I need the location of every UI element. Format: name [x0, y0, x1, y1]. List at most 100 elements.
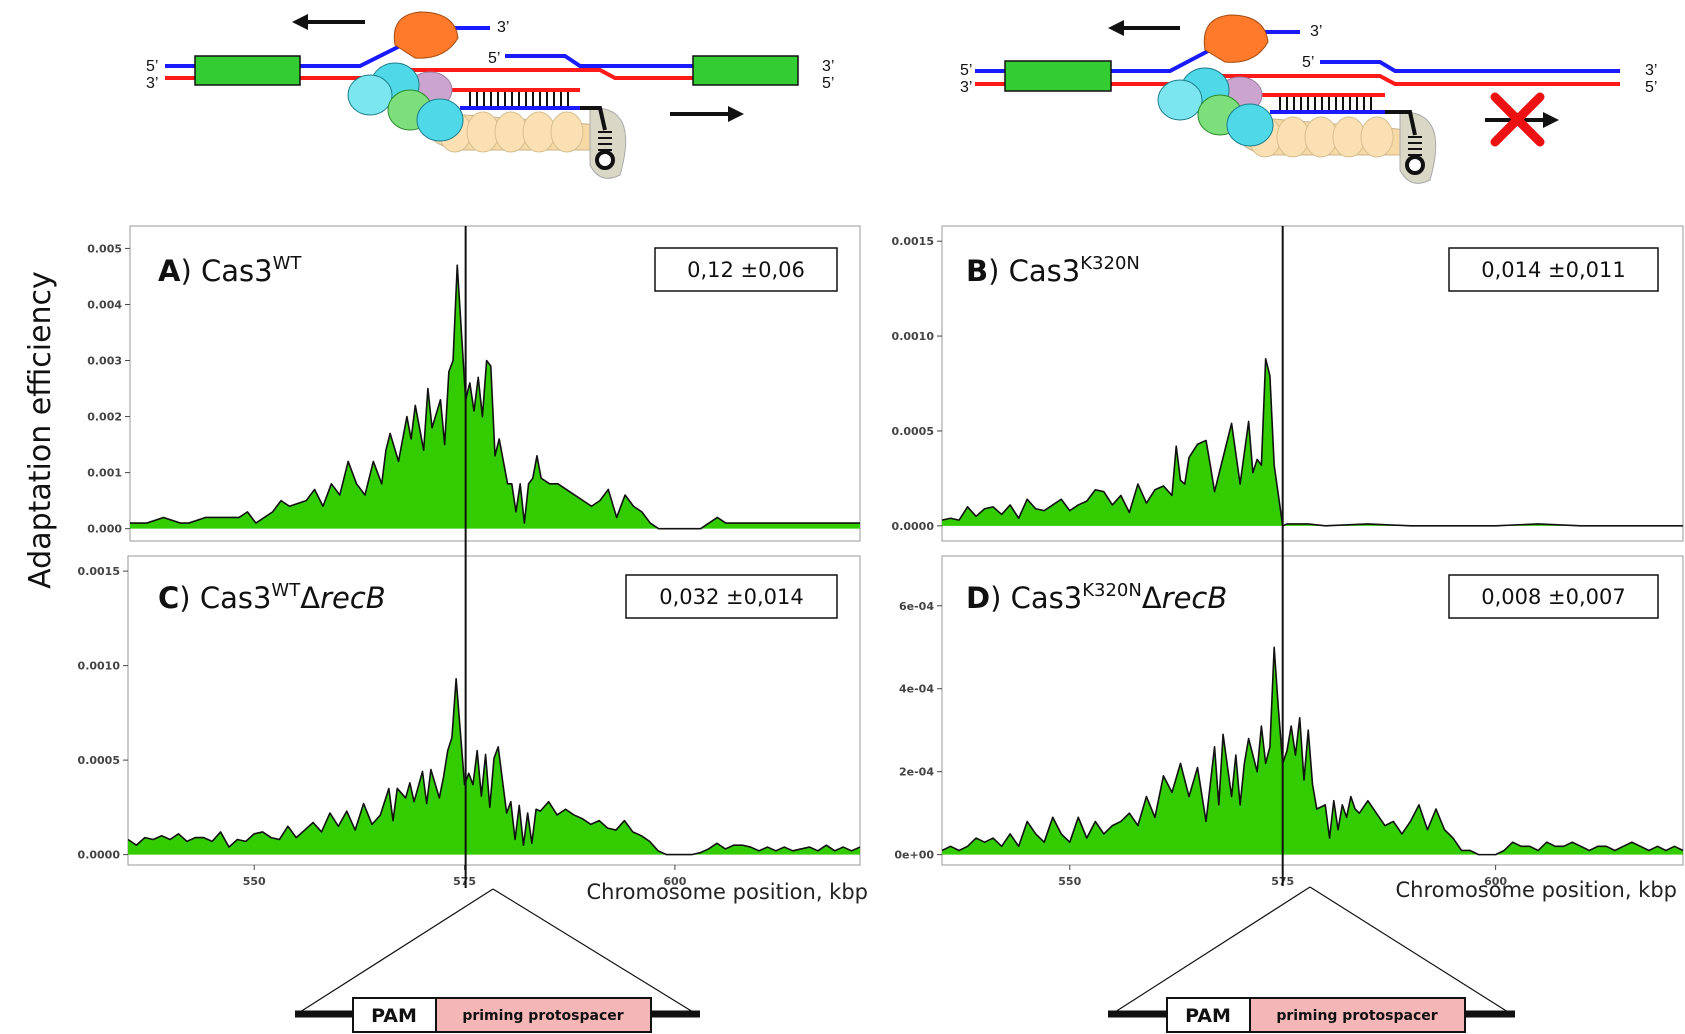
panel-letter: C — [158, 581, 179, 615]
stat-box — [625, 574, 838, 619]
cas3-nuclease — [1203, 14, 1269, 63]
area-fill — [942, 647, 1683, 855]
panel-C: 0.0000 0.0005 0.0010 0.0015 550 575 600 C) Cas3… — [78, 555, 861, 888]
panel-protein: ) Cas3 — [180, 254, 272, 288]
panel-superscript: K320N — [1080, 253, 1140, 274]
stat-box-text: 0,12 ±0,06 — [687, 258, 805, 282]
arrow-right-icon — [670, 106, 744, 122]
strand-label-bottom-left: 3’ — [960, 79, 972, 96]
crrna-hairpin — [1385, 110, 1417, 136]
arrow-left-icon — [292, 14, 365, 30]
top-strand-right — [1320, 60, 1620, 73]
x-tick-label: 600 — [1484, 875, 1507, 888]
y-tick-label: 0.005 — [87, 242, 122, 255]
crrna-hairpin — [580, 106, 607, 131]
cas3-nuclease — [393, 11, 459, 59]
r-loop-rungs — [1279, 97, 1372, 110]
stat-box — [1448, 574, 1659, 619]
panel-protein: ) Cas3 — [990, 581, 1082, 615]
stat-box — [1448, 247, 1659, 292]
strand-label-top-right: 3’ — [822, 58, 834, 75]
area-line — [941, 646, 1684, 856]
y-tick-label: 0.001 — [87, 467, 122, 480]
zoom-protospacer-right: PAM priming protospacer — [1108, 886, 1515, 1033]
strand-label-flap: 3’ — [497, 19, 509, 36]
panel-title: D) Cas3K320NΔrecB — [966, 580, 1227, 615]
y-tick-label: 6e-04 — [899, 600, 934, 613]
y-tick-label: 0.0015 — [892, 235, 934, 248]
panel-letter: D — [966, 581, 990, 615]
y-axis-title: Adaptation efficiency — [23, 271, 58, 589]
strand-label-bottom-right: 5’ — [822, 75, 834, 92]
panel-title: A) Cas3WT — [158, 253, 302, 288]
x-axis-title-right: Chromosome position, kbp — [1396, 878, 1678, 902]
blocked-cross-icon — [1490, 92, 1545, 147]
y-tick-label: 0e+00 — [894, 849, 934, 862]
y-tick-label: 0.0005 — [78, 754, 120, 767]
x-tick-label: 575 — [453, 875, 476, 888]
x-tick-label: 600 — [663, 875, 686, 888]
panel-B: 0.0000 0.0005 0.0010 0.0015 B) Cas3K320N 0,01… — [892, 225, 1684, 542]
pam-label: PAM — [371, 1005, 417, 1027]
panel-title: B) Cas3K320N — [966, 253, 1140, 288]
x-axis-title-left: Chromosome position, kbp — [587, 880, 869, 904]
panel-delta: Δ — [1142, 581, 1162, 615]
strand-label-inner: 5’ — [488, 50, 500, 67]
panel-protein: ) Cas3 — [988, 254, 1080, 288]
panel-letter: B — [966, 254, 988, 288]
y-tick-label: 0.004 — [87, 298, 122, 311]
stat-box-text: 0,008 ±0,007 — [1481, 585, 1626, 609]
area-fill — [130, 265, 860, 529]
hairpin-rungs — [598, 131, 612, 151]
panel-delta: Δ — [300, 581, 320, 615]
pam-label: PAM — [1185, 1005, 1231, 1027]
schematic-blocked: 5’ 3’ 3’ 5’ 3’ 5’ — [960, 14, 1657, 184]
area-line — [941, 358, 1683, 527]
panel-superscript: WT — [271, 580, 301, 601]
strand-label-flap: 3’ — [1310, 23, 1322, 40]
strand-label-inner: 5’ — [1302, 54, 1314, 71]
protospacer-box — [435, 997, 652, 1033]
y-tick-label: 0.0005 — [892, 425, 934, 438]
panel-letter: A — [158, 254, 181, 288]
protospacer-label: priming protospacer — [1276, 1008, 1437, 1024]
top-strand-right — [505, 54, 795, 68]
y-tick-label: 0.002 — [87, 411, 122, 424]
area-line — [127, 678, 861, 856]
strand-label-top-left: 5’ — [146, 58, 158, 75]
y-tick-label: 0.0010 — [892, 330, 935, 343]
r-loop-rungs — [469, 92, 569, 106]
bottom-strand — [165, 68, 795, 80]
strand-label-top-right: 3’ — [1645, 62, 1657, 79]
stat-box-text: 0,014 ±0,011 — [1481, 258, 1626, 282]
bottom-strand — [975, 74, 1620, 86]
panel-title: C) Cas3WTΔrecB — [158, 580, 386, 615]
panel-gene: recB — [320, 581, 386, 615]
zoom-protospacer-left: PAM priming protospacer — [295, 888, 700, 1033]
panel-protein: ) Cas3 — [179, 581, 271, 615]
stat-box — [654, 247, 838, 292]
panel-A: 0.000 0.001 0.002 0.003 0.004 0.005 A) Cas3WT 0… — [87, 225, 861, 542]
strand-label-bottom-right: 5’ — [1645, 79, 1657, 96]
stat-box-text: 0,032 ±0,014 — [659, 585, 804, 609]
gene-box-left — [194, 55, 301, 86]
y-tick-label: 0.0000 — [892, 520, 935, 533]
schematic-primed: 5’ 3’ 3’ 5’ 3’ 5’ — [146, 11, 834, 179]
strand-label-top-left: 5’ — [960, 62, 972, 79]
panel-superscript: K320N — [1082, 580, 1142, 601]
arrow-left-icon — [1108, 20, 1180, 36]
y-tick-label: 0.000 — [87, 523, 122, 536]
gene-box-right — [692, 55, 799, 86]
gene-box-left — [1004, 60, 1112, 92]
panel-superscript: WT — [273, 253, 303, 274]
protospacer-label: priming protospacer — [462, 1008, 623, 1024]
cascade-subunits — [438, 111, 584, 153]
y-tick-label: 0.0010 — [78, 660, 121, 673]
hairpin-rungs — [1408, 136, 1422, 156]
x-tick-label: 550 — [1058, 875, 1081, 888]
y-tick-label: 0.0015 — [78, 565, 120, 578]
y-tick-label: 2e-04 — [899, 766, 934, 779]
